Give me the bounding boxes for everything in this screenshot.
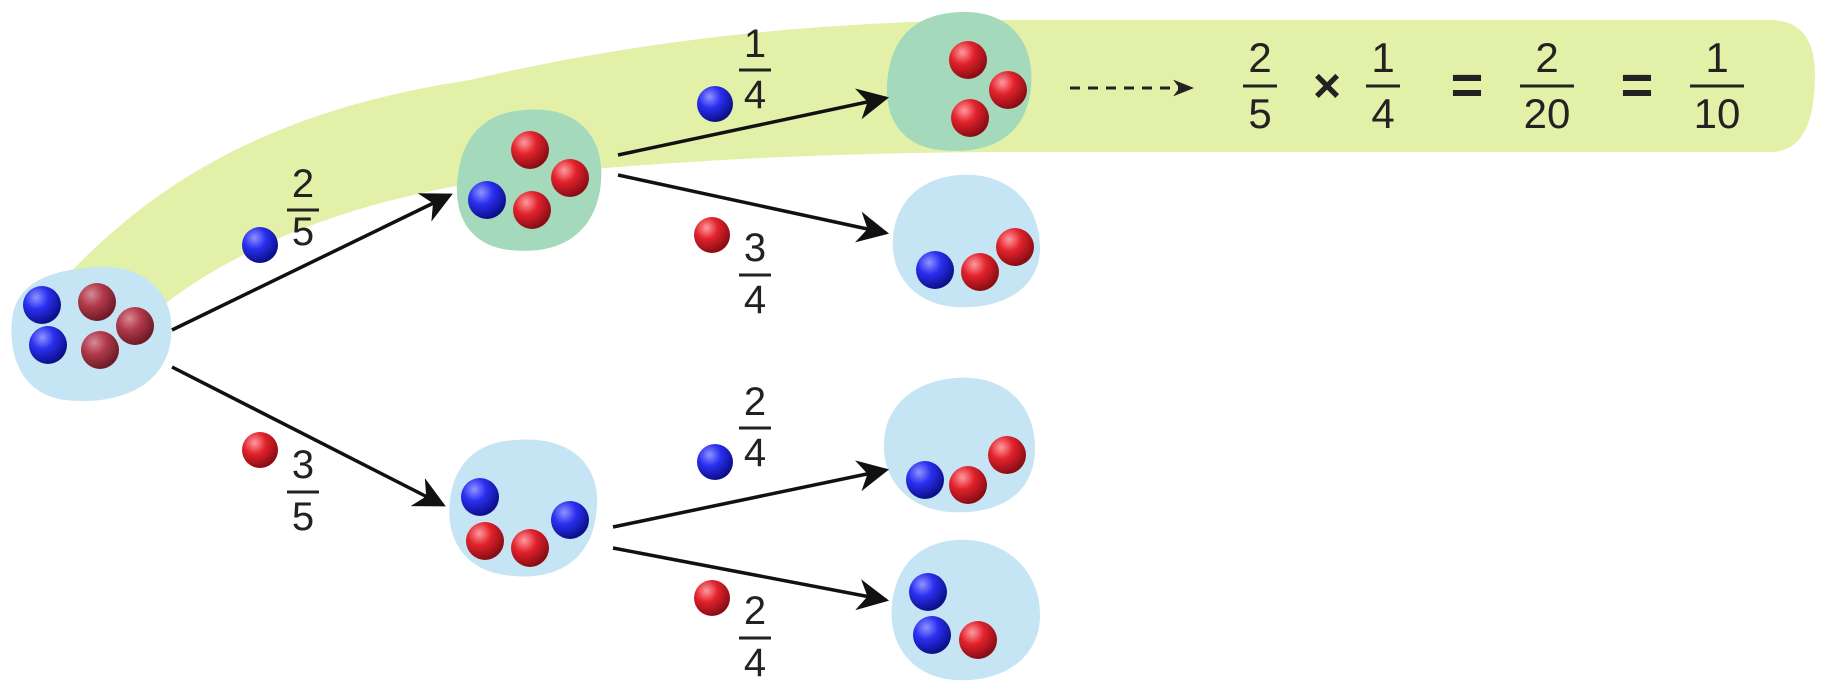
- red-ball: [511, 131, 549, 169]
- blue-ball: [697, 86, 733, 122]
- fraction-denominator: 4: [1371, 90, 1394, 137]
- branch-label-second-red-red: 2 4: [694, 580, 771, 685]
- blue-ball: [242, 227, 278, 263]
- red-ball: [951, 99, 989, 137]
- blue-ball: [916, 251, 954, 289]
- node-balls: [23, 41, 1034, 659]
- fraction-numerator: 2: [292, 162, 314, 206]
- arrow-red-first-to-red-blue: [612, 460, 890, 529]
- blue-ball: [29, 326, 67, 364]
- fraction-numerator: 2: [744, 589, 766, 633]
- red-ball: [961, 253, 999, 291]
- blue-ball: [551, 501, 589, 539]
- blue-ball: [23, 286, 61, 324]
- fraction-numerator: 1: [1371, 34, 1394, 81]
- fraction-denominator: 10: [1694, 90, 1741, 137]
- fraction-numerator: 1: [1705, 34, 1728, 81]
- blue-ball: [913, 616, 951, 654]
- probability-equation: 2 5 × 1 4 = 2 20 = 1 10: [1243, 34, 1744, 137]
- fraction-first-blue: 2 5: [287, 162, 319, 254]
- fraction-denominator: 4: [744, 73, 766, 117]
- red-ball: [694, 217, 730, 253]
- red-ball: [78, 283, 116, 321]
- fraction-denominator: 5: [292, 495, 314, 539]
- red-ball: [242, 432, 278, 468]
- fraction-numerator: 2: [1248, 34, 1271, 81]
- red-ball: [988, 436, 1026, 474]
- fraction-first-red: 3 5: [287, 443, 319, 539]
- red-ball: [116, 307, 154, 345]
- equation-term-1: 2 5: [1243, 34, 1277, 137]
- fraction-denominator: 20: [1524, 90, 1571, 137]
- fraction-second-blue-red: 3 4: [739, 226, 771, 322]
- node-blob-red-red: [891, 539, 1040, 681]
- fraction-denominator: 4: [744, 278, 766, 322]
- node-blob-blue-blue: [886, 11, 1032, 151]
- branch-label-first-red: 3 5: [242, 432, 319, 539]
- equals-sign: =: [1621, 53, 1654, 116]
- fraction-numerator: 2: [1535, 34, 1558, 81]
- fraction-denominator: 5: [292, 210, 314, 254]
- red-ball: [81, 331, 119, 369]
- branch-label-second-blue-blue: 1 4: [697, 22, 771, 122]
- fraction-denominator: 4: [744, 431, 766, 475]
- fraction-numerator: 3: [292, 443, 314, 487]
- red-ball: [694, 580, 730, 616]
- equals-sign: =: [1451, 53, 1484, 116]
- fraction-denominator: 5: [1248, 90, 1271, 137]
- blue-ball: [909, 573, 947, 611]
- blue-ball: [697, 444, 733, 480]
- red-ball: [551, 159, 589, 197]
- fraction-numerator: 2: [744, 380, 766, 424]
- red-ball: [949, 41, 987, 79]
- blue-ball: [461, 478, 499, 516]
- fraction-denominator: 4: [744, 641, 766, 685]
- branch-label-second-blue-red: 3 4: [694, 217, 771, 322]
- arrow-blue-first-to-blue-red: [617, 173, 890, 243]
- fraction-second-red-red: 2 4: [739, 589, 771, 685]
- arrow-root-to-red-first: [171, 365, 446, 507]
- red-ball: [989, 71, 1027, 109]
- red-ball: [959, 621, 997, 659]
- equation-result-2: 1 10: [1690, 34, 1744, 137]
- arrow-root-to-blue-first: [171, 193, 453, 332]
- equation-result-1: 2 20: [1520, 34, 1574, 137]
- fraction-numerator: 3: [744, 226, 766, 270]
- red-ball: [513, 191, 551, 229]
- arrow-blue-first-to-blue-blue: [617, 88, 890, 157]
- blue-ball: [906, 461, 944, 499]
- red-ball: [466, 522, 504, 560]
- blue-ball: [468, 181, 506, 219]
- branch-label-first-blue: 2 5: [242, 162, 319, 263]
- branch-label-second-red-blue: 2 4: [697, 380, 771, 480]
- red-ball: [996, 228, 1034, 266]
- fraction-second-blue-blue: 1 4: [739, 22, 771, 117]
- red-ball: [511, 529, 549, 567]
- fraction-numerator: 1: [744, 22, 766, 66]
- fraction-second-red-blue: 2 4: [739, 380, 771, 475]
- highlighted-path-band: [20, 20, 1815, 355]
- equation-term-2: 1 4: [1366, 34, 1400, 137]
- red-ball: [949, 466, 987, 504]
- times-sign: ×: [1313, 60, 1341, 113]
- arrow-red-first-to-red-red: [612, 546, 890, 611]
